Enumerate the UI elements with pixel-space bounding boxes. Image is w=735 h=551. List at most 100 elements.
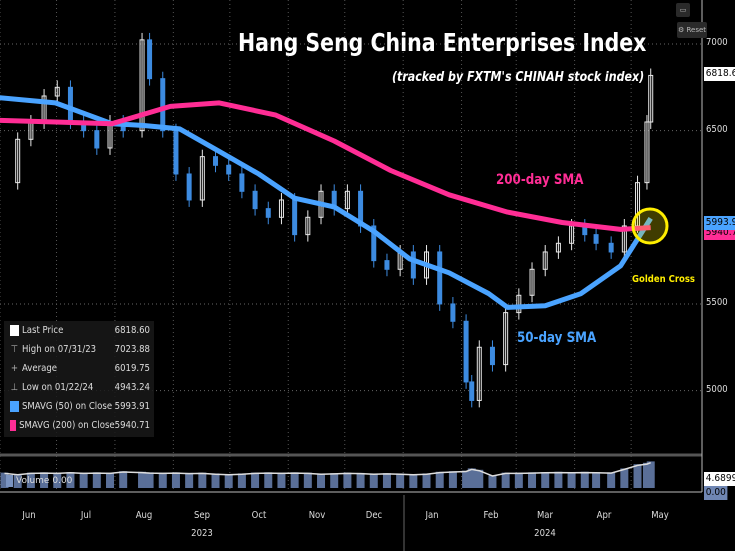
candle-body bbox=[555, 242, 561, 253]
x-tick-label: Dec bbox=[365, 510, 382, 521]
volume-bar bbox=[409, 474, 418, 488]
candle-body bbox=[542, 251, 548, 270]
legend-label: High on 07/31/23 bbox=[22, 343, 97, 355]
volume-value: 0.00 bbox=[52, 476, 73, 486]
sma200-line bbox=[0, 100, 651, 232]
volume-bar bbox=[26, 472, 35, 488]
year-label: 2023 bbox=[191, 528, 214, 539]
candle-body bbox=[199, 156, 205, 201]
last-price-tag: 6818.60 bbox=[704, 67, 735, 81]
volume-bar bbox=[224, 474, 233, 488]
candle-body bbox=[160, 78, 166, 132]
candle-body bbox=[503, 312, 509, 366]
candle-body bbox=[239, 173, 245, 192]
candle-body bbox=[292, 199, 298, 236]
golden-cross-annotation: Golden Cross bbox=[632, 274, 695, 285]
legend-average[interactable]: + Average 6019.75 bbox=[10, 361, 150, 375]
x-tick-label: May bbox=[651, 510, 669, 521]
volume-bar bbox=[303, 472, 312, 488]
volume-bar bbox=[13, 474, 22, 488]
sma50-tag: 5993.91 bbox=[704, 216, 735, 230]
volume-bar bbox=[369, 473, 378, 488]
candle-body bbox=[94, 130, 100, 149]
volume-bar bbox=[185, 472, 194, 488]
legend-low[interactable]: ⊥ Low on 01/22/24 4943.24 bbox=[10, 380, 150, 394]
volume-bar bbox=[145, 472, 154, 488]
candle-body bbox=[252, 190, 258, 210]
legend-label: Low on 01/22/24 bbox=[22, 381, 94, 393]
candle-body bbox=[147, 39, 153, 80]
candle-body bbox=[371, 225, 377, 262]
candle-body bbox=[305, 216, 311, 236]
candle-body bbox=[463, 320, 469, 383]
low-marker-icon: ⊥ bbox=[10, 381, 19, 393]
y-tick-label: 5500 bbox=[706, 296, 728, 308]
volume-legend: Volume 0.00 bbox=[6, 475, 72, 487]
candle-body bbox=[265, 208, 271, 218]
volume-bar bbox=[501, 472, 510, 488]
x-tick-label: Apr bbox=[596, 510, 611, 521]
volume-bar bbox=[317, 473, 326, 488]
volume-bar bbox=[475, 469, 484, 488]
candle-body bbox=[476, 346, 482, 401]
volume-bar bbox=[356, 472, 365, 488]
volume-bar bbox=[158, 472, 167, 488]
candle-body bbox=[648, 74, 654, 123]
reset-button[interactable]: ⚙ Reset bbox=[677, 22, 707, 38]
volume-bar bbox=[554, 471, 563, 488]
volume-bar bbox=[138, 471, 147, 488]
candle-body bbox=[437, 251, 443, 305]
candle-body bbox=[593, 234, 599, 244]
volume-bar bbox=[592, 472, 601, 488]
volume-bar bbox=[462, 470, 471, 488]
legend-value: 6019.75 bbox=[114, 362, 150, 374]
x-tick-label: Feb bbox=[483, 510, 499, 521]
y-tick-label: 5000 bbox=[706, 383, 728, 395]
legend: Last Price 6818.60 ⊤ High on 07/31/23 7023.… bbox=[4, 321, 154, 437]
volume-bar bbox=[79, 472, 88, 488]
legend-sma200[interactable]: SMAVG (200) on Close 5940.71 bbox=[10, 418, 150, 432]
volume-bar bbox=[0, 472, 9, 488]
x-tick-label: Sep bbox=[194, 510, 211, 521]
volume-bar bbox=[330, 473, 339, 488]
volume-bar bbox=[514, 472, 523, 488]
volume-bar bbox=[237, 473, 246, 488]
volume-average-line bbox=[4, 461, 651, 477]
candle-body bbox=[644, 121, 650, 184]
volume-bar bbox=[541, 472, 550, 488]
volume-bar bbox=[435, 471, 444, 488]
sma50-line bbox=[0, 95, 653, 310]
legend-value: 5940.71 bbox=[114, 419, 150, 431]
candle-body bbox=[469, 381, 475, 401]
volume-bar bbox=[277, 472, 286, 488]
legend-label: SMAVG (50) on Close bbox=[22, 400, 113, 412]
volume-bar bbox=[343, 472, 352, 488]
legend-value: 7023.88 bbox=[114, 343, 150, 355]
year-label: 2024 bbox=[534, 528, 557, 539]
candle-body bbox=[278, 199, 284, 218]
legend-last-price[interactable]: Last Price 6818.60 bbox=[10, 323, 150, 337]
chart-subtitle: (tracked by FXTM's CHINAH stock index) bbox=[392, 70, 645, 85]
golden-cross-circle bbox=[631, 207, 669, 245]
legend-high[interactable]: ⊤ High on 07/31/23 7023.88 bbox=[10, 342, 150, 356]
chart-type-button[interactable]: ▭ bbox=[676, 3, 690, 17]
candle-body bbox=[173, 130, 179, 175]
volume-bar bbox=[66, 472, 75, 488]
reset-label: Reset bbox=[686, 26, 707, 34]
plus-icon: + bbox=[10, 362, 19, 374]
volume-bar bbox=[53, 472, 62, 488]
chart-icon: ▭ bbox=[679, 6, 687, 14]
volume-bar bbox=[567, 472, 576, 488]
volume-bar bbox=[580, 471, 589, 488]
volume-bar bbox=[198, 472, 207, 488]
volume-bar bbox=[467, 468, 476, 488]
sma50-annotation: 50-day SMA bbox=[517, 330, 597, 346]
legend-label: Average bbox=[22, 362, 58, 374]
volume-bar bbox=[92, 472, 101, 488]
candle-body bbox=[226, 164, 232, 175]
volume-bar bbox=[290, 472, 299, 488]
candle-body bbox=[621, 225, 627, 253]
legend-sma50[interactable]: SMAVG (50) on Close 5993.91 bbox=[10, 399, 150, 413]
x-tick-label: Jul bbox=[80, 510, 91, 521]
blue-swatch-icon bbox=[10, 400, 19, 412]
